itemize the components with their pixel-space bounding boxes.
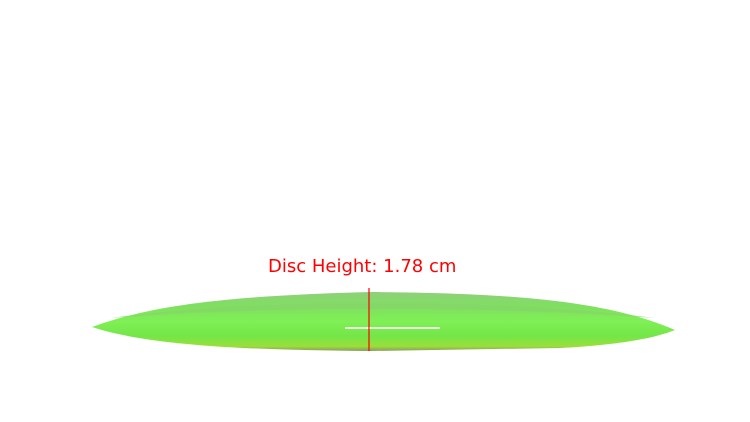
- disc-height-label: Disc Height: 1.78 cm: [268, 256, 457, 277]
- disc: [92, 292, 675, 351]
